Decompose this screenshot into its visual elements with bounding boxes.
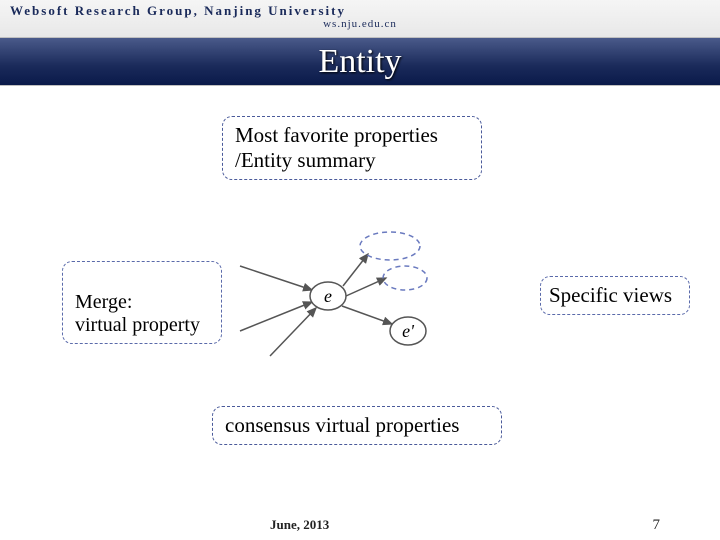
callout-right-text: Specific views [549,283,672,307]
header: Websoft Research Group, Nanjing Universi… [0,0,720,38]
entity-diagram: e e' [230,216,470,386]
node-e-label: e [324,286,332,306]
callout-bottom: consensus virtual properties [212,406,502,445]
node-eprime-label: e' [402,321,415,341]
callout-left-text: Merge: virtual property [75,291,200,336]
footer-date: June, 2013 [270,517,329,533]
content-area: Most favorite properties /Entity summary… [0,86,720,510]
footer: June, 2013 7 [0,510,720,540]
header-url: ws.nju.edu.cn [10,18,710,30]
callout-left: Merge: virtual property [62,261,222,344]
header-org: Websoft Research Group, Nanjing Universi… [10,3,710,19]
callout-right: Specific views [540,276,690,315]
callout-top-text: Most favorite properties /Entity summary [235,123,438,172]
footer-page: 7 [653,517,661,534]
callout-top: Most favorite properties /Entity summary [222,116,482,180]
callout-bottom-text: consensus virtual properties [225,413,459,437]
page-title: Entity [318,43,401,81]
title-bar: Entity [0,38,720,86]
